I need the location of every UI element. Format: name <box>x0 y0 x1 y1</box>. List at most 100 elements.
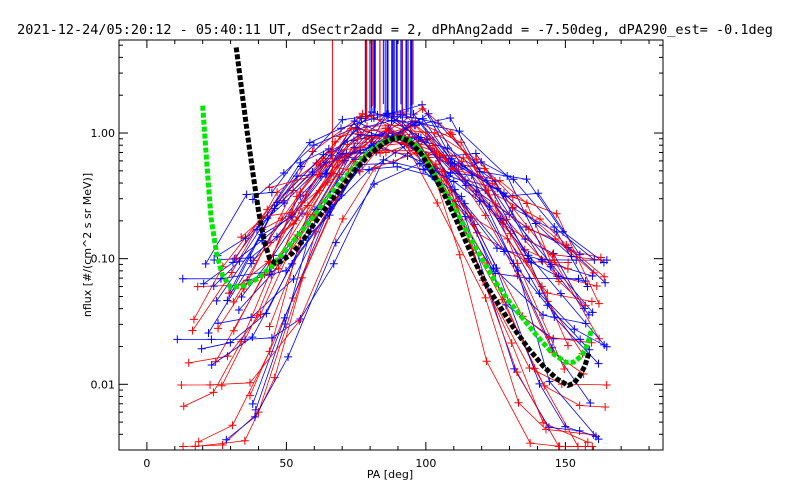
distribution-line <box>228 134 591 404</box>
data-cross-marker <box>323 178 332 187</box>
data-cross-marker <box>292 172 301 181</box>
data-cross-marker <box>273 198 282 207</box>
data-cross-marker <box>267 188 276 197</box>
data-cross-marker <box>549 334 558 343</box>
data-cross-marker <box>525 363 534 372</box>
data-cross-marker <box>508 192 517 201</box>
data-cross-marker <box>228 258 237 267</box>
data-cross-marker <box>575 250 584 259</box>
distribution-line <box>217 139 586 324</box>
data-cross-marker <box>227 268 236 277</box>
data-cross-marker <box>481 293 490 302</box>
data-cross-marker <box>581 301 590 310</box>
data-cross-marker <box>472 155 481 164</box>
y-axis-label: nflux [#/(cm^2 s sr MeV)] <box>81 173 94 317</box>
data-cross-marker <box>545 377 554 386</box>
data-cross-marker <box>248 399 257 408</box>
data-cross-marker <box>564 341 573 350</box>
data-cross-marker <box>214 324 223 333</box>
error-spike-lines <box>331 40 414 171</box>
distribution-line <box>213 113 581 287</box>
data-cross-marker <box>587 297 596 306</box>
data-cross-marker <box>562 240 571 249</box>
data-cross-marker <box>561 422 570 431</box>
data-cross-marker <box>295 316 304 325</box>
data-cross-marker <box>482 357 491 366</box>
data-cross-marker <box>550 256 559 265</box>
data-cross-marker <box>554 277 563 286</box>
data-cross-marker <box>471 149 480 158</box>
data-cross-marker <box>209 282 218 291</box>
data-cross-marker <box>594 435 603 444</box>
data-cross-marker <box>207 361 216 370</box>
data-cross-marker <box>522 175 531 184</box>
data-cross-marker <box>455 250 464 259</box>
data-cross-marker <box>329 259 338 268</box>
data-cross-marker <box>191 442 200 451</box>
data-cross-marker <box>601 278 610 287</box>
data-cross-marker <box>223 296 232 305</box>
data-cross-marker <box>543 289 552 298</box>
data-cross-marker <box>601 403 610 412</box>
data-cross-marker <box>263 205 272 214</box>
data-cross-marker <box>600 340 609 349</box>
data-cross-marker <box>199 279 208 288</box>
data-cross-marker <box>382 127 391 136</box>
distribution-line <box>256 127 590 350</box>
data-cross-marker <box>594 359 603 368</box>
fit-curves <box>200 47 595 388</box>
data-cross-marker <box>337 149 346 158</box>
data-cross-marker <box>546 262 555 271</box>
data-cross-marker <box>194 437 203 446</box>
y-tick-label: 0.10 <box>91 253 116 266</box>
data-cross-marker <box>492 244 501 253</box>
data-cross-marker <box>280 313 289 322</box>
data-cross-marker <box>513 259 522 268</box>
data-cross-marker <box>500 247 509 256</box>
data-cross-marker <box>270 204 279 213</box>
data-cross-marker <box>197 344 206 353</box>
data-cross-marker <box>312 159 321 168</box>
data-cross-marker <box>250 412 259 421</box>
data-cross-marker <box>480 164 489 173</box>
data-cross-marker <box>512 368 521 377</box>
data-cross-marker <box>455 127 464 136</box>
data-cross-marker <box>415 159 424 168</box>
data-cross-marker <box>347 124 356 133</box>
data-cross-marker <box>335 132 344 141</box>
data-cross-marker <box>240 436 249 445</box>
data-cross-marker <box>556 289 565 298</box>
data-cross-marker <box>491 190 500 199</box>
x-tick-label: 150 <box>555 457 576 470</box>
data-cross-marker <box>491 199 500 208</box>
data-cross-marker <box>535 379 544 388</box>
data-cross-marker <box>308 167 317 176</box>
data-cross-marker <box>470 220 479 229</box>
data-cross-marker <box>371 163 380 172</box>
data-cross-marker <box>204 328 213 337</box>
data-cross-marker <box>381 124 390 133</box>
distribution-line <box>193 113 600 320</box>
data-cross-marker <box>548 250 557 259</box>
data-cross-marker <box>396 110 405 119</box>
data-cross-marker <box>602 380 611 389</box>
data-cross-marker <box>248 195 257 204</box>
data-cross-marker <box>447 165 456 174</box>
data-cross-marker <box>379 155 388 164</box>
data-cross-marker <box>212 296 221 305</box>
data-cross-marker <box>179 402 188 411</box>
data-cross-marker <box>446 113 455 122</box>
data-cross-marker <box>217 381 226 390</box>
data-cross-marker <box>211 357 220 366</box>
data-cross-marker <box>449 177 458 186</box>
data-cross-marker <box>265 183 274 192</box>
data-cross-marker <box>588 442 597 451</box>
data-cross-marker <box>228 421 237 430</box>
data-cross-marker <box>337 191 346 200</box>
data-cross-marker <box>209 388 218 397</box>
data-cross-marker <box>594 299 603 308</box>
plot-frame <box>118 39 664 451</box>
data-cross-marker <box>544 423 553 432</box>
data-cross-marker <box>206 380 215 389</box>
